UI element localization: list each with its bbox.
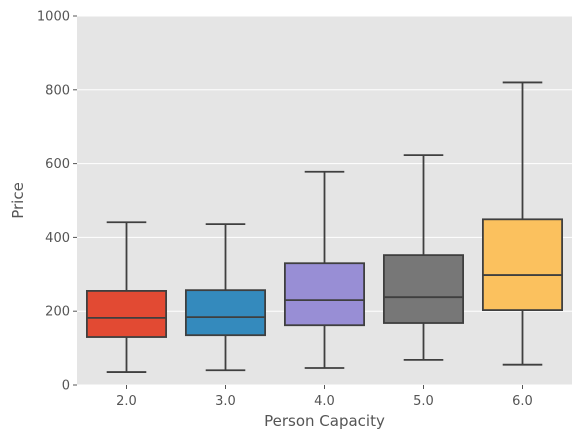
iqr-box — [382, 254, 464, 324]
y-tick-label: 400 — [45, 231, 70, 246]
y-axis-label: Price — [9, 182, 27, 219]
iqr-box — [481, 218, 563, 311]
x-tick-label: 3.0 — [215, 394, 236, 409]
y-axis-ticks: 0 200 400 600 800 1000 — [37, 10, 77, 394]
x-tick-label: 2.0 — [116, 394, 137, 409]
iqr-box — [184, 289, 266, 337]
iqr-box — [283, 262, 365, 327]
y-tick-label: 1000 — [37, 10, 70, 25]
box-3.0 — [184, 223, 266, 372]
x-tick-label: 6.0 — [512, 394, 533, 409]
box-4.0 — [283, 170, 365, 369]
box-6.0 — [481, 81, 563, 366]
box-5.0 — [382, 154, 464, 361]
box-2.0 — [86, 221, 167, 373]
y-tick-label: 200 — [45, 305, 70, 320]
x-axis-ticks: 2.0 3.0 4.0 5.0 6.0 — [116, 385, 533, 409]
iqr-box — [86, 290, 167, 338]
y-tick-label: 600 — [45, 157, 70, 172]
y-tick-label: 0 — [62, 379, 70, 394]
box-series — [86, 81, 563, 373]
x-tick-label: 5.0 — [413, 394, 434, 409]
x-tick-label: 4.0 — [314, 394, 335, 409]
y-tick-label: 800 — [45, 83, 70, 98]
x-axis-label: Person Capacity — [264, 412, 385, 430]
